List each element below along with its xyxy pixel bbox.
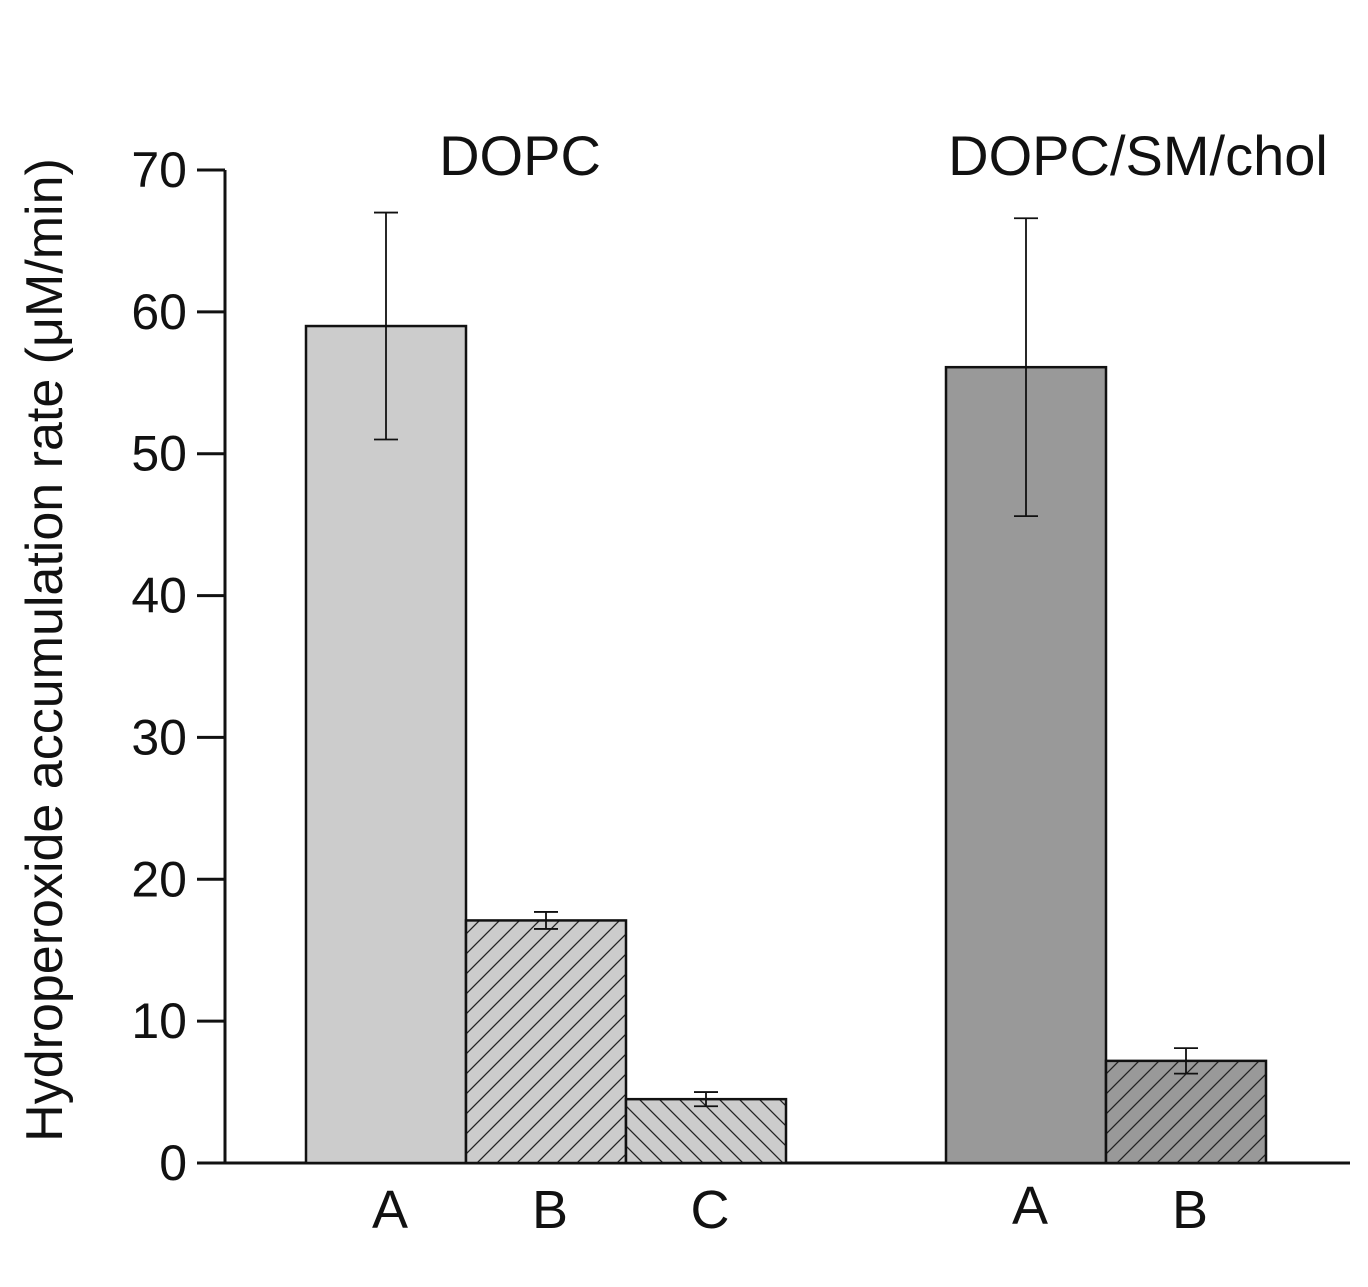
- y-tick-label: 30: [131, 709, 187, 765]
- bars: [304, 324, 1268, 1165]
- group-label: DOPC: [439, 124, 601, 187]
- y-tick-label: 60: [131, 284, 187, 340]
- category-label: A: [372, 1180, 408, 1240]
- bar: [464, 919, 628, 1165]
- bar: [304, 324, 468, 1165]
- bar: [624, 1097, 788, 1165]
- category-label: A: [1012, 1176, 1048, 1236]
- group-label: DOPC/SM/chol: [948, 124, 1328, 187]
- y-axis-title: Hydroperoxide accumulation rate (μM/min): [16, 158, 74, 1142]
- bar: [1104, 1059, 1268, 1165]
- error-bars: [374, 211, 1198, 1108]
- y-tick-label: 40: [131, 568, 187, 624]
- y-tick-label: 0: [159, 1135, 187, 1191]
- category-label: B: [1172, 1180, 1208, 1240]
- y-tick-label: 50: [131, 426, 187, 482]
- y-tick-label: 70: [131, 142, 187, 198]
- category-label: B: [532, 1180, 568, 1240]
- labels: 0 10 20 30 40 50 60 70 DOPC A B C DOPC/SM/chol A B: [131, 124, 1327, 1240]
- y-tick-label: 10: [131, 993, 187, 1049]
- y-tick-label: 20: [131, 851, 187, 907]
- category-label: C: [691, 1180, 730, 1240]
